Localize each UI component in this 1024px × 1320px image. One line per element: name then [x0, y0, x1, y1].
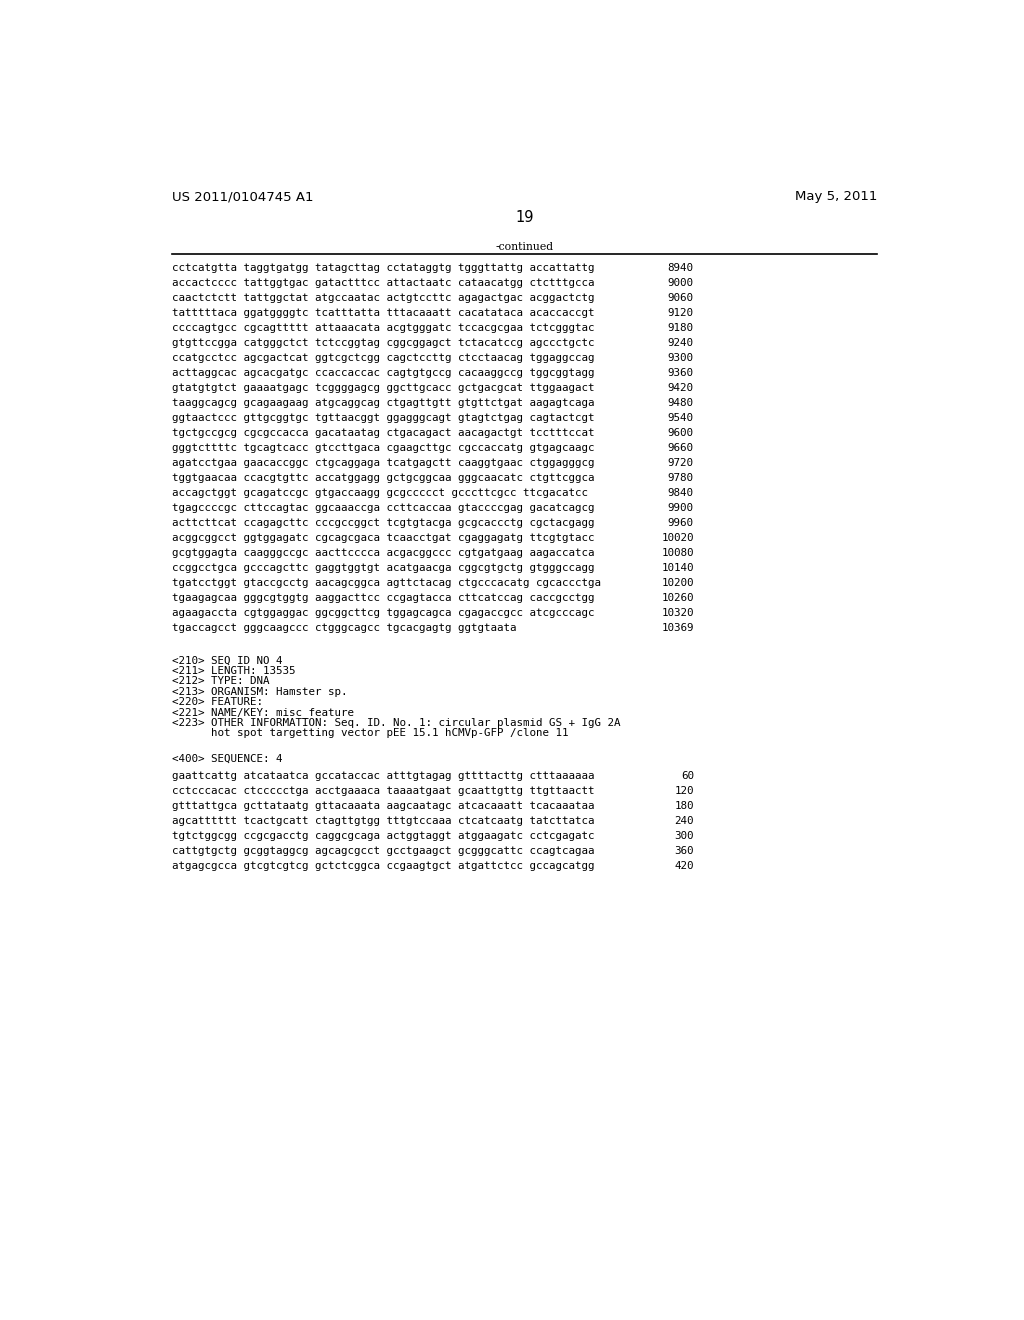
Text: tgatcctggt gtaccgcctg aacagcggca agttctacag ctgcccacatg cgcaccctga: tgatcctggt gtaccgcctg aacagcggca agttcta…: [172, 578, 601, 589]
Text: <213> ORGANISM: Hamster sp.: <213> ORGANISM: Hamster sp.: [172, 686, 348, 697]
Text: gtttattgca gcttataatg gttacaaata aagcaatagc atcacaaatt tcacaaataa: gtttattgca gcttataatg gttacaaata aagcaat…: [172, 801, 595, 812]
Text: US 2011/0104745 A1: US 2011/0104745 A1: [172, 190, 313, 203]
Text: tgagccccgc cttccagtac ggcaaaccga ccttcaccaa gtaccccgag gacatcagcg: tgagccccgc cttccagtac ggcaaaccga ccttcac…: [172, 503, 595, 513]
Text: <210> SEQ ID NO 4: <210> SEQ ID NO 4: [172, 656, 283, 665]
Text: tgtctggcgg ccgcgacctg caggcgcaga actggtaggt atggaagatc cctcgagatc: tgtctggcgg ccgcgacctg caggcgcaga actggta…: [172, 832, 595, 841]
Text: <212> TYPE: DNA: <212> TYPE: DNA: [172, 676, 269, 686]
Text: 60: 60: [681, 771, 693, 781]
Text: 9420: 9420: [668, 383, 693, 393]
Text: 10080: 10080: [662, 548, 693, 558]
Text: 120: 120: [674, 787, 693, 796]
Text: 360: 360: [674, 846, 693, 857]
Text: 10320: 10320: [662, 609, 693, 619]
Text: 300: 300: [674, 832, 693, 841]
Text: ccatgcctcc agcgactcat ggtcgctcgg cagctccttg ctcctaacag tggaggccag: ccatgcctcc agcgactcat ggtcgctcgg cagctcc…: [172, 354, 595, 363]
Text: tgaccagcct gggcaagccc ctgggcagcc tgcacgagtg ggtgtaata: tgaccagcct gggcaagccc ctgggcagcc tgcacga…: [172, 623, 517, 634]
Text: <211> LENGTH: 13535: <211> LENGTH: 13535: [172, 665, 296, 676]
Text: gggtcttttc tgcagtcacc gtccttgaca cgaagcttgc cgccaccatg gtgagcaagc: gggtcttttc tgcagtcacc gtccttgaca cgaagct…: [172, 444, 595, 453]
Text: 10020: 10020: [662, 533, 693, 544]
Text: caactctctt tattggctat atgccaatac actgtccttc agagactgac acggactctg: caactctctt tattggctat atgccaatac actgtcc…: [172, 293, 595, 304]
Text: 10140: 10140: [662, 564, 693, 573]
Text: 240: 240: [674, 816, 693, 826]
Text: acttaggcac agcacgatgc ccaccaccac cagtgtgccg cacaaggccg tggcggtagg: acttaggcac agcacgatgc ccaccaccac cagtgtg…: [172, 368, 595, 379]
Text: 9060: 9060: [668, 293, 693, 304]
Text: 9360: 9360: [668, 368, 693, 379]
Text: agaagaccta cgtggaggac ggcggcttcg tggagcagca cgagaccgcc atcgcccagc: agaagaccta cgtggaggac ggcggcttcg tggagca…: [172, 609, 595, 619]
Text: 9180: 9180: [668, 323, 693, 333]
Text: 9000: 9000: [668, 279, 693, 288]
Text: 9720: 9720: [668, 458, 693, 469]
Text: hot spot targetting vector pEE 15.1 hCMVp-GFP /clone 11: hot spot targetting vector pEE 15.1 hCMV…: [172, 729, 568, 738]
Text: <223> OTHER INFORMATION: Seq. ID. No. 1: circular plasmid GS + IgG 2A: <223> OTHER INFORMATION: Seq. ID. No. 1:…: [172, 718, 621, 727]
Text: agatcctgaa gaacaccggc ctgcaggaga tcatgagctt caaggtgaac ctggagggcg: agatcctgaa gaacaccggc ctgcaggaga tcatgag…: [172, 458, 595, 469]
Text: gtgttccgga catgggctct tctccggtag cggcggagct tctacatccg agccctgctc: gtgttccgga catgggctct tctccggtag cggcgga…: [172, 338, 595, 348]
Text: 9900: 9900: [668, 503, 693, 513]
Text: 10369: 10369: [662, 623, 693, 634]
Text: 10200: 10200: [662, 578, 693, 589]
Text: 8940: 8940: [668, 263, 693, 273]
Text: 9120: 9120: [668, 308, 693, 318]
Text: 9660: 9660: [668, 444, 693, 453]
Text: <221> NAME/KEY: misc_feature: <221> NAME/KEY: misc_feature: [172, 708, 354, 718]
Text: 9780: 9780: [668, 474, 693, 483]
Text: gtatgtgtct gaaaatgagc tcggggagcg ggcttgcacc gctgacgcat ttggaagact: gtatgtgtct gaaaatgagc tcggggagcg ggcttgc…: [172, 383, 595, 393]
Text: 180: 180: [674, 801, 693, 812]
Text: 9600: 9600: [668, 428, 693, 438]
Text: taaggcagcg gcagaagaag atgcaggcag ctgagttgtt gtgttctgat aagagtcaga: taaggcagcg gcagaagaag atgcaggcag ctgagtt…: [172, 399, 595, 408]
Text: agcatttttt tcactgcatt ctagttgtgg tttgtccaaa ctcatcaatg tatcttatca: agcatttttt tcactgcatt ctagttgtgg tttgtcc…: [172, 816, 595, 826]
Text: 420: 420: [674, 862, 693, 871]
Text: 9540: 9540: [668, 413, 693, 424]
Text: <400> SEQUENCE: 4: <400> SEQUENCE: 4: [172, 754, 283, 764]
Text: acggcggcct ggtggagatc cgcagcgaca tcaacctgat cgaggagatg ttcgtgtacc: acggcggcct ggtggagatc cgcagcgaca tcaacct…: [172, 533, 595, 544]
Text: accactcccc tattggtgac gatactttcc attactaatc cataacatgg ctctttgcca: accactcccc tattggtgac gatactttcc attacta…: [172, 279, 595, 288]
Text: cctcccacac ctccccctga acctgaaaca taaaatgaat gcaattgttg ttgttaactt: cctcccacac ctccccctga acctgaaaca taaaatg…: [172, 787, 595, 796]
Text: cattgtgctg gcggtaggcg agcagcgcct gcctgaagct gcgggcattc ccagtcagaa: cattgtgctg gcggtaggcg agcagcgcct gcctgaa…: [172, 846, 595, 857]
Text: 9840: 9840: [668, 488, 693, 499]
Text: ccccagtgcc cgcagttttt attaaacata acgtgggatc tccacgcgaa tctcgggtac: ccccagtgcc cgcagttttt attaaacata acgtggg…: [172, 323, 595, 333]
Text: atgagcgcca gtcgtcgtcg gctctcggca ccgaagtgct atgattctcc gccagcatgg: atgagcgcca gtcgtcgtcg gctctcggca ccgaagt…: [172, 862, 595, 871]
Text: tgaagagcaa gggcgtggtg aaggacttcc ccgagtacca cttcatccag caccgcctgg: tgaagagcaa gggcgtggtg aaggacttcc ccgagta…: [172, 594, 595, 603]
Text: tgctgccgcg cgcgccacca gacataatag ctgacagact aacagactgt tcctttccat: tgctgccgcg cgcgccacca gacataatag ctgacag…: [172, 428, 595, 438]
Text: accagctggt gcagatccgc gtgaccaagg gcgccccct gcccttcgcc ttcgacatcc: accagctggt gcagatccgc gtgaccaagg gcgcccc…: [172, 488, 588, 499]
Text: tatttttaca ggatggggtc tcatttatta tttacaaatt cacatataca acaccaccgt: tatttttaca ggatggggtc tcatttatta tttacaa…: [172, 308, 595, 318]
Text: cctcatgtta taggtgatgg tatagcttag cctataggtg tgggttattg accattattg: cctcatgtta taggtgatgg tatagcttag cctatag…: [172, 263, 595, 273]
Text: 19: 19: [515, 210, 535, 226]
Text: 9300: 9300: [668, 354, 693, 363]
Text: ggtaactccc gttgcggtgc tgttaacggt ggagggcagt gtagtctgag cagtactcgt: ggtaactccc gttgcggtgc tgttaacggt ggagggc…: [172, 413, 595, 424]
Text: <220> FEATURE:: <220> FEATURE:: [172, 697, 263, 708]
Text: May 5, 2011: May 5, 2011: [795, 190, 878, 203]
Text: tggtgaacaa ccacgtgttc accatggagg gctgcggcaa gggcaacatc ctgttcggca: tggtgaacaa ccacgtgttc accatggagg gctgcgg…: [172, 474, 595, 483]
Text: ccggcctgca gcccagcttc gaggtggtgt acatgaacga cggcgtgctg gtgggccagg: ccggcctgca gcccagcttc gaggtggtgt acatgaa…: [172, 564, 595, 573]
Text: -continued: -continued: [496, 242, 554, 252]
Text: gaattcattg atcataatca gccataccac atttgtagag gttttacttg ctttaaaaaa: gaattcattg atcataatca gccataccac atttgta…: [172, 771, 595, 781]
Text: 9960: 9960: [668, 519, 693, 528]
Text: gcgtggagta caagggccgc aacttcccca acgacggccc cgtgatgaag aagaccatca: gcgtggagta caagggccgc aacttcccca acgacgg…: [172, 548, 595, 558]
Text: 9480: 9480: [668, 399, 693, 408]
Text: 9240: 9240: [668, 338, 693, 348]
Text: acttcttcat ccagagcttc cccgccggct tcgtgtacga gcgcaccctg cgctacgagg: acttcttcat ccagagcttc cccgccggct tcgtgta…: [172, 519, 595, 528]
Text: 10260: 10260: [662, 594, 693, 603]
